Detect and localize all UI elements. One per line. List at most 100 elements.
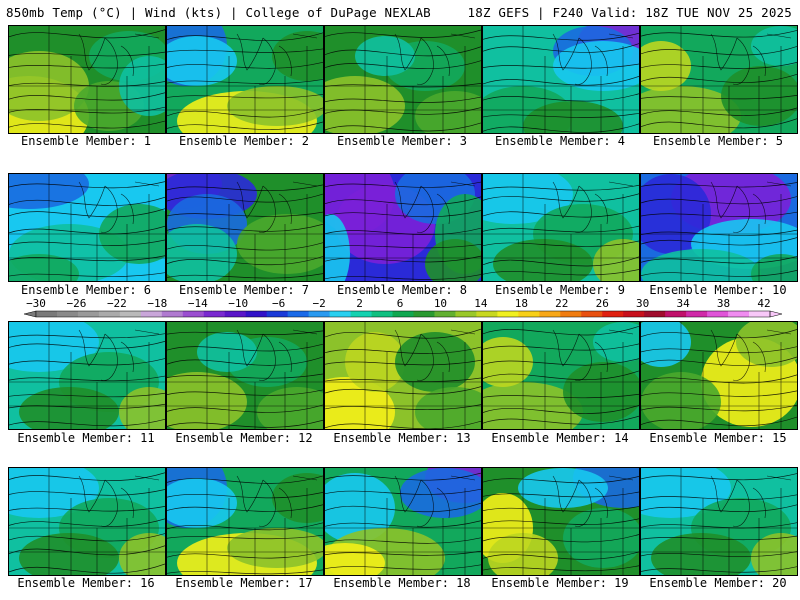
temperature-colorbar: −30 −26 −22 −18 −14 −10 −6 −2 2 6 10 14 18 22 26 30 34 38… — [23, 297, 783, 318]
wind-streamline — [641, 30, 797, 38]
wind-streamline — [325, 550, 481, 556]
ensemble-map-member-19 — [482, 467, 640, 576]
temperature-region — [593, 239, 639, 281]
wind-streamline — [483, 370, 639, 381]
wind-streamline — [483, 32, 639, 41]
wind-streamline — [641, 256, 797, 264]
wind-streamline — [325, 227, 481, 236]
ensemble-map-member-2 — [166, 25, 324, 134]
state-boundaries — [641, 26, 797, 133]
temperature-field — [9, 26, 165, 133]
ensemble-map-member-18 — [324, 467, 482, 576]
wind-streamline — [9, 239, 165, 246]
wind-streamline — [9, 545, 165, 556]
wind-streamline — [325, 520, 481, 528]
wind-streamline — [9, 208, 165, 218]
wind-streamline — [9, 392, 165, 398]
wind-streamline — [641, 522, 797, 529]
wind-streamline — [9, 92, 165, 101]
wind-streamline — [167, 223, 323, 232]
wind-streamline — [483, 269, 639, 276]
colorbar-tick-label: 38 — [717, 297, 730, 310]
wind-streamline — [483, 343, 639, 351]
wind-streamline — [167, 373, 323, 379]
wind-streamline — [167, 94, 323, 99]
temperature-field — [325, 468, 481, 575]
wind-streamline — [483, 393, 639, 399]
colorbar-swatch — [224, 311, 247, 317]
temperature-region — [751, 254, 797, 281]
wind-streamline — [167, 475, 323, 484]
colorbar-tick-label: −10 — [228, 297, 248, 310]
wind-streamline — [483, 506, 639, 512]
temperature-region — [355, 36, 415, 76]
state-boundaries — [167, 468, 323, 575]
wind-streamline — [641, 46, 797, 56]
wind-streamline — [9, 506, 165, 512]
wind-streamline — [325, 488, 481, 495]
member-label-1: Ensemble Member: 1 — [20, 134, 152, 148]
temperature-region — [518, 468, 608, 508]
colorbar-swatch — [455, 311, 477, 317]
ensemble-map-member-16 — [8, 467, 166, 576]
wind-streamline — [483, 415, 639, 425]
wind-streamline — [483, 551, 639, 560]
colorbar-swatch — [350, 311, 373, 317]
colorbar-swatch — [581, 311, 603, 317]
temperature-region — [345, 332, 405, 392]
wind-streamline — [641, 535, 797, 541]
temperature-field — [167, 174, 323, 281]
colorbar-swatch — [518, 311, 540, 317]
wind-streamline — [641, 329, 797, 339]
wind-streamline — [325, 181, 481, 188]
wind-streamline — [641, 237, 797, 246]
member-label-11: Ensemble Member: 11 — [17, 431, 155, 445]
ensemble-map-member-1 — [8, 25, 166, 134]
wind-streamline — [483, 63, 639, 69]
ensemble-map-member-20 — [640, 467, 798, 576]
temperature-region — [119, 533, 165, 575]
wind-streamline — [167, 273, 323, 279]
temperature-field — [167, 26, 323, 133]
temperature-field — [483, 26, 639, 133]
wind-streamline — [167, 121, 323, 130]
colorbar-tick-label: −14 — [188, 297, 208, 310]
wind-streamline — [641, 73, 797, 83]
member-label-8: Ensemble Member: 8 — [336, 283, 468, 297]
wind-streamline — [641, 551, 797, 557]
member-label-13: Ensemble Member: 13 — [333, 431, 471, 445]
member-label-12: Ensemble Member: 12 — [175, 431, 313, 445]
wind-streamline — [325, 359, 481, 366]
ensemble-map-member-8 — [324, 173, 482, 282]
colorbar-tick-label: 22 — [555, 297, 568, 310]
wind-streamline — [325, 420, 481, 429]
member-label-15: Ensemble Member: 15 — [649, 431, 787, 445]
wind-streamline — [167, 551, 323, 559]
wind-streamline — [167, 356, 323, 366]
member-label-16: Ensemble Member: 16 — [17, 576, 155, 590]
temperature-field — [167, 468, 323, 575]
wind-streamline — [325, 386, 481, 395]
wind-streamline — [483, 518, 639, 525]
wind-streamline — [641, 504, 797, 513]
wind-streamline — [167, 184, 323, 192]
temperature-region — [651, 533, 751, 575]
colorbar-low-arrow — [23, 310, 37, 318]
wind-streamline — [9, 272, 165, 277]
temperature-region — [167, 478, 237, 528]
colorbar-swatch — [707, 311, 729, 317]
wind-streamline — [483, 43, 639, 53]
wind-streamline — [325, 83, 481, 88]
temperature-region — [19, 387, 119, 429]
wind-streamline — [641, 95, 797, 100]
temperature-field — [325, 322, 481, 429]
wind-streamline — [9, 51, 165, 57]
wind-streamline — [641, 182, 797, 188]
wind-streamline — [325, 564, 481, 570]
temperature-field — [325, 174, 481, 281]
temperature-field — [9, 174, 165, 281]
wind-streamline — [325, 404, 481, 411]
colorbar-swatch — [119, 311, 142, 317]
wind-streamline — [167, 491, 323, 499]
wind-streamline — [483, 358, 639, 366]
